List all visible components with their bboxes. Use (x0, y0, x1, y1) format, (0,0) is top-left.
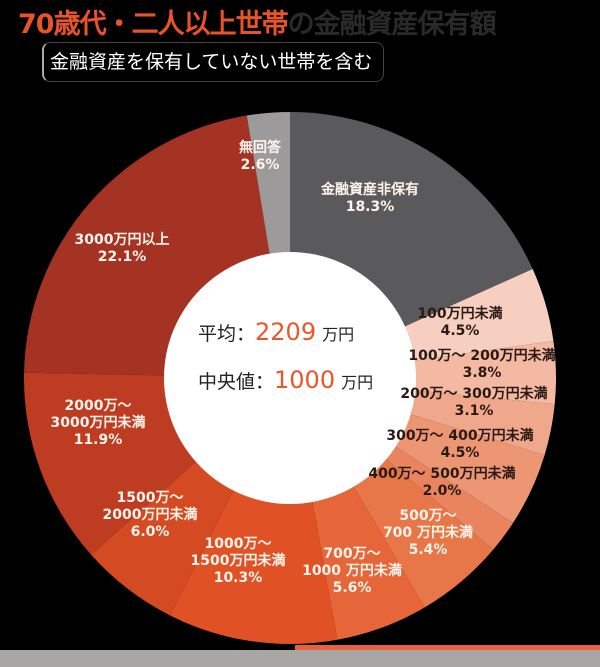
slice-percent: 18.3% (345, 199, 395, 215)
slice-category: 3000万円以上 (74, 232, 170, 248)
slice-category: 1000 万円未満 (302, 563, 402, 579)
slice-category: 3000万円未満 (50, 415, 146, 431)
footer-bar (0, 650, 600, 667)
slice-category: 金融資産非保有 (321, 182, 419, 198)
slice-percent: 11.9% (73, 432, 123, 448)
slice-percent: 2.6% (240, 157, 280, 173)
slice-percent: 2.0% (422, 483, 462, 499)
footer-accent-strip (295, 645, 600, 650)
slice-label: 3000万円以上 22.1% (75, 232, 170, 266)
slice-label: 無回答 2.6% (239, 140, 281, 174)
slice-percent: 5.6% (332, 580, 372, 596)
median-value: 1000 (274, 366, 336, 394)
slice-category: 1000万～ (204, 536, 272, 552)
slice-category: 2000万円未満 (102, 507, 198, 523)
slice-category: 2000万～ (64, 398, 132, 414)
slice-category: 100万円未満 (417, 306, 503, 322)
slice-category: 700 万円未満 (382, 525, 474, 541)
slice-percent: 3.1% (454, 403, 494, 419)
mean-value: 2209 (255, 318, 317, 346)
slice-label: 100万～ 200万円未満 3.8% (408, 348, 555, 382)
slice-category: 100万～ 200万円未満 (408, 348, 556, 364)
median-stat: 中央値：1000 万円 (198, 366, 373, 394)
slice-percent: 6.0% (130, 524, 170, 540)
slice-category: 500万～ (399, 508, 457, 524)
slice-label: 1500万～ 2000万円未満 6.0% (103, 490, 198, 541)
slice-label: 1000万～ 1500万円未満 10.3% (191, 536, 286, 587)
median-unit: 万円 (341, 373, 374, 392)
slice-label: 200万～ 300万円未満 3.1% (400, 386, 547, 420)
mean-stat: 平均：2209 万円 (198, 318, 354, 346)
center-circle (164, 252, 416, 504)
slice-percent: 3.8% (462, 365, 502, 381)
pie-slice (290, 340, 556, 405)
slice-category: 無回答 (239, 140, 281, 156)
slice-percent: 22.1% (97, 249, 147, 265)
slice-label: 金融資産非保有 18.3% (321, 182, 419, 216)
chart-title: 70歳代・二人以上世帯の金融資産保有額 (18, 2, 497, 40)
slice-label: 2000万～ 3000万円未満 11.9% (51, 398, 146, 449)
slice-label: 300万～ 400万円未満 4.5% (386, 428, 533, 462)
title-highlight: 70歳代・二人以上世帯 (18, 9, 289, 40)
title-rest: の金融資産保有額 (287, 9, 497, 40)
slice-percent: 4.5% (440, 323, 480, 339)
slice-category: 300万～ 400万円未満 (386, 428, 534, 444)
mean-label: 平均： (198, 323, 256, 345)
slice-category: 400万～ 500万円未満 (368, 466, 516, 482)
slice-category: 200万～ 300万円未満 (400, 386, 548, 402)
slice-category: 1500万円未満 (190, 553, 286, 569)
slice-label: 100万円未満 4.5% (417, 306, 502, 340)
slice-label: 500万～ 700 万円未満 5.4% (383, 508, 473, 559)
mean-unit: 万円 (322, 325, 355, 344)
chart-subtitle: 金融資産を保有していない世帯を含む (42, 42, 384, 82)
median-label: 中央値： (198, 371, 275, 393)
slice-percent: 4.5% (440, 445, 480, 461)
slice-percent: 10.3% (213, 570, 263, 586)
slice-category: 700万～ (323, 546, 381, 562)
slice-label: 700万～ 1000 万円未満 5.6% (302, 546, 402, 597)
slice-label: 400万～ 500万円未満 2.0% (368, 466, 515, 500)
slice-percent: 5.4% (408, 542, 448, 558)
slice-category: 1500万～ (116, 490, 184, 506)
